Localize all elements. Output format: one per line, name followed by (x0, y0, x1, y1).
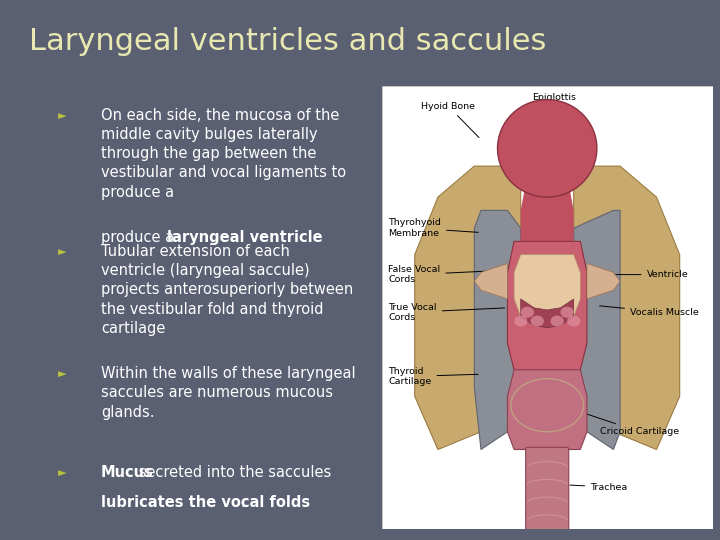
Text: Within the walls of these laryngeal
saccules are numerous mucous
glands.: Within the walls of these laryngeal sacc… (101, 366, 356, 420)
Text: Thyroid
Cartilage: Thyroid Cartilage (388, 367, 478, 386)
Polygon shape (474, 264, 508, 299)
Text: ►: ► (58, 366, 66, 381)
Text: False Vocal
Cords: False Vocal Cords (388, 265, 505, 284)
Polygon shape (574, 211, 620, 449)
Polygon shape (514, 255, 580, 316)
Text: .: . (240, 495, 246, 510)
FancyBboxPatch shape (526, 447, 569, 531)
Ellipse shape (521, 307, 534, 318)
Polygon shape (508, 241, 587, 383)
Ellipse shape (531, 315, 544, 327)
Text: Thyrohyoid
Membrane: Thyrohyoid Membrane (388, 218, 478, 238)
Text: Ventricle: Ventricle (600, 270, 688, 279)
Text: secreted into the saccules: secreted into the saccules (135, 465, 331, 480)
Ellipse shape (560, 307, 574, 318)
Text: ►: ► (58, 465, 66, 480)
Polygon shape (521, 299, 574, 328)
Text: lubricates the vocal folds: lubricates the vocal folds (101, 495, 310, 510)
Ellipse shape (514, 315, 527, 327)
Text: Cricoid Cartilage: Cricoid Cartilage (583, 413, 679, 436)
Polygon shape (574, 166, 680, 449)
Polygon shape (587, 264, 620, 299)
Text: Tubular extension of each
ventricle (laryngeal saccule)
projects anterosuperiorl: Tubular extension of each ventricle (lar… (101, 244, 353, 336)
Polygon shape (521, 175, 574, 241)
Text: ►: ► (58, 108, 66, 123)
Text: Trachea: Trachea (570, 483, 628, 491)
Text: Vocalis Muscle: Vocalis Muscle (600, 306, 698, 317)
Ellipse shape (498, 100, 597, 197)
Text: ►: ► (58, 244, 66, 259)
Text: Mucus: Mucus (101, 465, 153, 480)
Polygon shape (474, 211, 521, 449)
Text: laryngeal ventricle: laryngeal ventricle (167, 230, 323, 245)
Text: Laryngeal ventricles and saccules: Laryngeal ventricles and saccules (29, 27, 546, 56)
Text: True Vocal
Cords: True Vocal Cords (388, 302, 505, 322)
Polygon shape (415, 166, 521, 449)
Text: Hyoid Bone: Hyoid Bone (421, 102, 479, 138)
Text: produce a: produce a (101, 230, 179, 245)
Polygon shape (508, 370, 587, 449)
Ellipse shape (567, 315, 580, 327)
Text: On each side, the mucosa of the
middle cavity bulges laterally
through the gap b: On each side, the mucosa of the middle c… (101, 108, 346, 200)
Ellipse shape (551, 315, 564, 327)
Text: Epiglottis: Epiglottis (532, 93, 576, 109)
